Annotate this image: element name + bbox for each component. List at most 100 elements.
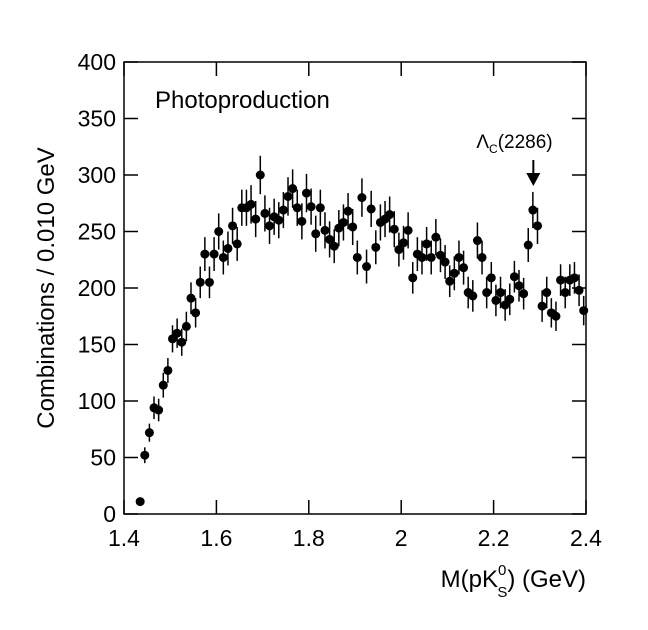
y-tick-label: 350	[78, 106, 116, 132]
data-point	[274, 215, 284, 225]
data-point	[385, 210, 395, 220]
data-point	[435, 250, 445, 260]
data-point	[325, 234, 335, 244]
y-tick-label: 150	[78, 332, 116, 358]
data-point	[232, 239, 242, 249]
y-tick-label: 400	[78, 49, 116, 75]
data-point	[426, 252, 436, 262]
data-point	[523, 240, 533, 250]
data-point	[556, 275, 566, 285]
data-point	[366, 204, 376, 214]
y-tick-label: 50	[90, 445, 116, 471]
data-point	[228, 221, 238, 231]
data-point	[389, 224, 399, 234]
data-point	[255, 170, 265, 180]
data-point	[292, 203, 302, 213]
data-point	[482, 288, 492, 298]
data-point	[560, 288, 570, 298]
data-point	[472, 236, 482, 246]
annotation-rest: (2286)	[498, 132, 553, 153]
data-point	[135, 497, 145, 507]
data-point	[144, 428, 154, 438]
data-point	[251, 214, 261, 224]
data-point	[514, 281, 524, 291]
data-point	[195, 277, 205, 287]
data-point	[200, 249, 210, 259]
data-point	[140, 450, 150, 460]
x-tick-label: 2.4	[570, 525, 602, 551]
data-point	[223, 243, 233, 253]
annotation-main: Λ	[476, 132, 489, 153]
data-point	[214, 227, 224, 236]
data-point	[440, 257, 450, 267]
y-axis-label: Combinations / 0.010 GeV	[33, 147, 60, 429]
data-point	[449, 268, 459, 278]
data-point	[417, 252, 427, 262]
data-point	[468, 291, 478, 301]
data-point	[306, 202, 316, 212]
data-point	[348, 222, 358, 232]
data-point	[496, 288, 506, 298]
data-point	[218, 252, 228, 262]
annotation-label: ΛC(2286)	[476, 132, 552, 156]
annotation-sub: C	[489, 142, 498, 156]
data-point	[445, 276, 455, 286]
data-point	[574, 285, 584, 295]
data-point	[509, 272, 519, 282]
data-point	[477, 252, 487, 262]
data-point	[265, 221, 275, 231]
data-point	[311, 229, 321, 239]
data-point	[569, 273, 579, 283]
data-point	[551, 311, 561, 321]
x-axis-label: M(pK0 S) (GeV)	[441, 562, 586, 601]
data-point	[542, 288, 552, 298]
data-point	[454, 252, 464, 262]
data-point	[278, 205, 288, 215]
data-point	[329, 241, 339, 251]
data-point	[394, 245, 404, 255]
data-point	[519, 289, 529, 299]
x-label-sub: S	[497, 584, 507, 601]
y-tick-label: 200	[78, 275, 116, 301]
data-point	[343, 206, 353, 216]
data-point	[579, 306, 589, 316]
data-point	[204, 277, 214, 287]
data-point	[163, 365, 173, 375]
data-point	[320, 225, 330, 235]
data-point	[301, 188, 311, 198]
data-point	[491, 295, 501, 305]
data-point	[191, 308, 201, 318]
data-point	[288, 184, 298, 194]
data-point	[422, 239, 432, 249]
y-tick-label: 100	[78, 388, 116, 414]
data-point	[154, 405, 164, 415]
x-label-sup: 0	[498, 562, 506, 579]
data-point	[403, 225, 413, 235]
data-point	[177, 337, 187, 347]
data-point	[338, 217, 348, 227]
data-point	[357, 193, 367, 203]
x-tick-label: 1.6	[200, 525, 232, 551]
y-tick-label: 300	[78, 162, 116, 188]
x-tick-label: 2.2	[478, 525, 510, 551]
x-label-main: M(pK	[441, 566, 498, 593]
data-point	[486, 273, 496, 283]
data-point	[362, 262, 372, 272]
data-point	[186, 293, 196, 303]
data-point	[297, 216, 307, 226]
data-point	[371, 242, 381, 252]
data-point	[408, 273, 418, 283]
data-point	[459, 263, 469, 273]
data-point	[181, 321, 191, 331]
y-tick-label: 0	[103, 501, 116, 527]
data-point	[537, 301, 547, 311]
data-point	[352, 252, 362, 262]
data-point	[172, 328, 182, 338]
data-point	[283, 191, 293, 201]
data-point	[399, 238, 409, 248]
x-tick-label: 1.4	[108, 525, 140, 551]
data-point	[528, 205, 538, 215]
data-point	[505, 294, 515, 304]
data-point	[532, 221, 542, 231]
